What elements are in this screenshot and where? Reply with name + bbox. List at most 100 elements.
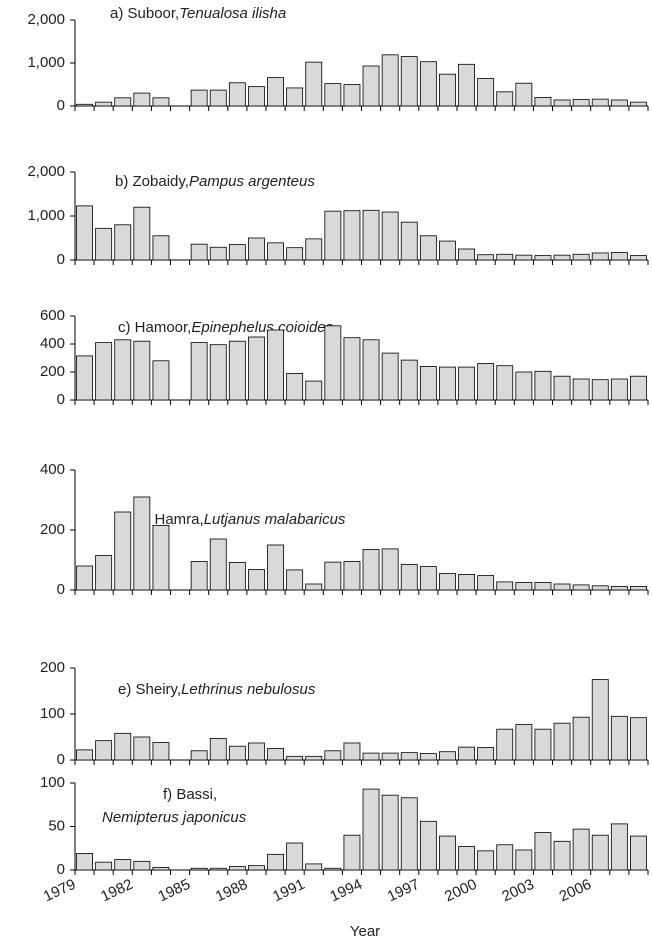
panel-species: Epinephelus coioides [191,319,333,336]
bar [553,375,571,401]
bar [324,750,342,761]
bar [572,378,590,401]
panel-title: e) Sheiry,Lethrinus nebulosus [118,681,316,698]
bar [190,89,208,107]
bar [228,866,246,871]
y-tick-label: 200 [40,363,65,380]
bar [248,865,265,871]
panel: e) Sheiry,Lethrinus nebulosus 0 100 200 [40,659,649,768]
panel-title: b) Zobaidy,Pampus argenteus [115,173,315,190]
x-tick-label: 2003 [499,876,536,906]
bar [133,496,151,591]
bar [534,728,552,761]
bar [630,717,647,761]
bar [248,336,265,401]
bar [534,370,552,401]
bar [630,101,647,107]
bar [553,722,571,761]
y-tick-label: 2,000 [27,11,65,28]
bar [324,561,342,591]
x-tick-label: 1982 [98,876,135,906]
bar [630,255,647,261]
bar [190,867,208,871]
bar [458,63,475,107]
bar [439,573,456,591]
panel-title: d) Hamra,Lutjanus malabaricus [137,511,346,528]
bar [343,834,361,871]
bar [400,564,418,591]
bar [324,325,342,401]
y-tick-label: 0 [57,97,65,114]
bar [477,254,495,261]
panel: c) Hamoor,Epinephelus coioides 0 200 400 600 [40,307,649,408]
bar [439,751,456,761]
bar [610,99,628,107]
bar [572,253,590,261]
bar [572,828,590,871]
bar [95,342,113,401]
bar [553,99,571,107]
bar [76,103,93,107]
bar [477,363,495,401]
bar [400,56,418,107]
bar [286,842,304,871]
bar [343,84,361,107]
bar [228,562,246,591]
bar [152,525,170,591]
panel-species: Nemipterus japonicus [102,809,247,826]
bar [286,755,304,761]
bar [209,89,227,107]
bar [76,355,93,401]
bar [152,742,170,761]
bar [362,752,380,761]
bar [228,745,246,761]
panel-species: Tenualosa ilisha [179,5,286,22]
bar [267,544,284,591]
x-tick-label: 2000 [442,876,479,906]
bar [190,243,208,261]
bar [248,569,265,591]
x-tick-label: 1991 [270,876,307,906]
bar [439,73,456,107]
bar [362,339,380,401]
bar [591,252,609,261]
bar [477,575,495,591]
panel-title-text: b) Zobaidy, [115,173,189,190]
y-tick-label: 0 [57,391,65,408]
bar [95,555,113,591]
x-tick-label: 1985 [156,876,193,906]
bar [458,366,475,401]
x-tick-label: 2006 [557,876,594,906]
bar [630,586,647,591]
panel: a) Suboor,Tenualosa ilisha 0 1,000 2,000 [27,5,649,114]
bar [381,211,399,261]
bar [362,788,380,871]
bar [515,371,533,401]
bar [419,365,437,401]
y-tick-label: 1,000 [27,207,65,224]
bar [439,366,456,401]
y-tick-label: 100 [40,705,65,722]
bar [458,846,475,871]
bar [381,548,399,591]
bar [114,224,132,261]
bar [381,794,399,871]
bar [496,728,514,761]
panel: f) Bassi, Nemipterus japonicus 0 50 100 1979 1… [40,774,649,940]
bar [228,340,246,401]
y-tick-label: 200 [40,659,65,676]
bar [114,339,132,401]
bar [209,867,227,871]
y-tick-label: 100 [40,774,65,791]
bar [114,511,132,591]
x-tick-label: 1979 [41,876,78,906]
panel-title-text: e) Sheiry, [118,681,181,698]
bar [305,583,323,591]
bar [515,254,533,261]
bar [458,746,475,761]
bar [267,242,284,261]
bar [591,834,609,871]
bar [400,752,418,761]
bar [534,582,552,591]
